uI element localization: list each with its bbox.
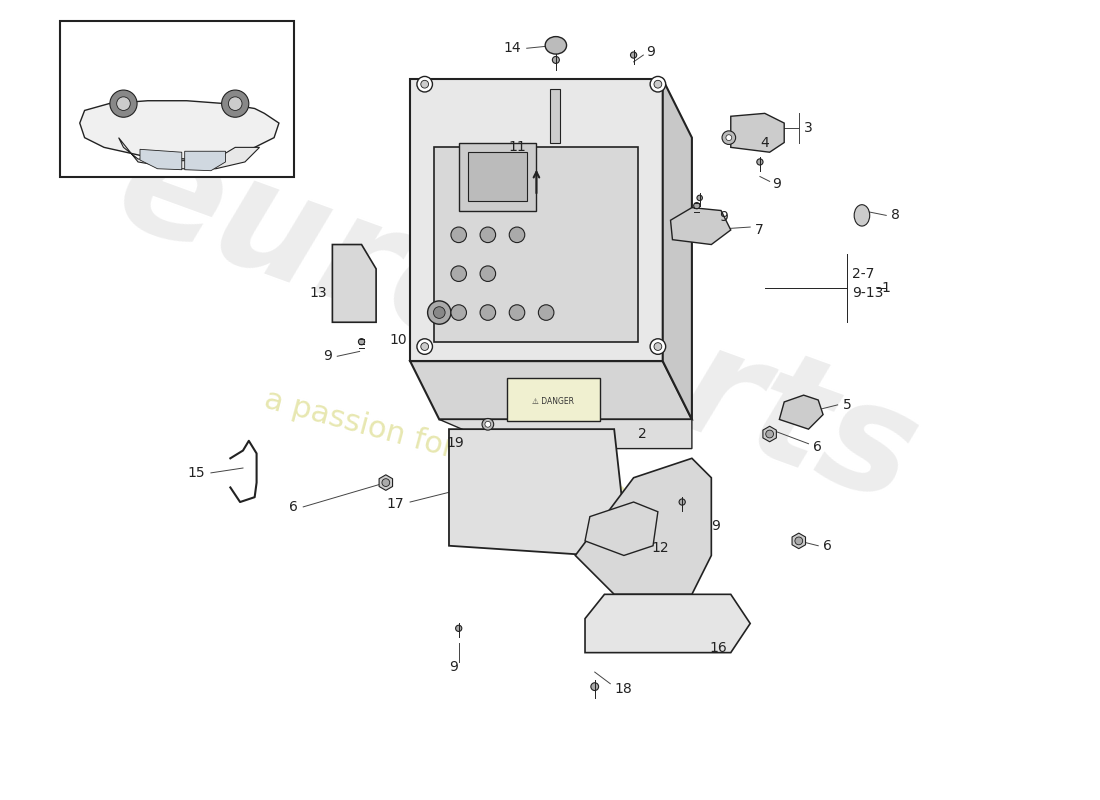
Circle shape	[538, 305, 554, 320]
Circle shape	[757, 159, 763, 165]
Polygon shape	[439, 419, 692, 449]
Text: 9: 9	[450, 660, 459, 674]
Circle shape	[480, 227, 496, 242]
Polygon shape	[671, 208, 730, 245]
Circle shape	[650, 77, 666, 92]
Circle shape	[421, 342, 429, 350]
Text: 16: 16	[710, 641, 727, 654]
Text: 9: 9	[719, 210, 728, 224]
Text: euroParts: euroParts	[98, 109, 936, 535]
Bar	[469, 152, 527, 201]
Text: 14: 14	[504, 42, 521, 55]
Text: 18: 18	[614, 682, 631, 695]
Ellipse shape	[546, 37, 566, 54]
Polygon shape	[140, 150, 182, 170]
Bar	[434, 147, 638, 342]
Ellipse shape	[726, 134, 732, 141]
Polygon shape	[332, 245, 376, 322]
Circle shape	[480, 305, 496, 320]
Text: 9: 9	[322, 350, 331, 363]
Text: 6: 6	[288, 500, 297, 514]
Circle shape	[552, 57, 560, 63]
Polygon shape	[185, 151, 226, 170]
Text: 2: 2	[638, 427, 647, 441]
Text: 15: 15	[187, 466, 206, 480]
Circle shape	[591, 682, 598, 690]
Circle shape	[417, 338, 432, 354]
Circle shape	[509, 305, 525, 320]
Polygon shape	[585, 594, 750, 653]
Circle shape	[482, 418, 494, 430]
Text: a passion for parts since 1985: a passion for parts since 1985	[262, 385, 714, 532]
Polygon shape	[410, 79, 663, 361]
Bar	[459, 142, 537, 210]
Bar	[507, 378, 600, 422]
Text: 4: 4	[760, 135, 769, 150]
Circle shape	[229, 97, 242, 110]
Ellipse shape	[428, 301, 451, 324]
Text: 19: 19	[446, 436, 464, 450]
Polygon shape	[585, 502, 658, 555]
Circle shape	[650, 338, 666, 354]
Circle shape	[359, 338, 364, 345]
Circle shape	[694, 202, 700, 209]
Ellipse shape	[433, 306, 446, 318]
Text: 7: 7	[755, 223, 763, 237]
Text: 9-13: 9-13	[852, 286, 883, 300]
Polygon shape	[730, 114, 784, 152]
Circle shape	[480, 266, 496, 282]
Text: 13: 13	[309, 286, 327, 300]
Circle shape	[766, 430, 773, 438]
Ellipse shape	[722, 131, 736, 145]
Circle shape	[110, 90, 138, 118]
Bar	[550, 89, 560, 142]
Circle shape	[451, 227, 466, 242]
Text: 17: 17	[387, 497, 405, 511]
Text: 9: 9	[712, 519, 720, 534]
Polygon shape	[119, 138, 260, 169]
Text: 12: 12	[651, 541, 669, 554]
Circle shape	[795, 537, 803, 545]
Text: 5: 5	[843, 398, 851, 412]
Circle shape	[382, 478, 389, 486]
Circle shape	[679, 499, 685, 505]
Text: 9: 9	[646, 45, 656, 59]
Text: 6: 6	[823, 538, 832, 553]
Bar	[60, 21, 294, 177]
Circle shape	[509, 227, 525, 242]
Text: 9: 9	[772, 178, 781, 191]
Text: 3: 3	[804, 121, 813, 135]
Text: 1: 1	[881, 282, 890, 295]
Text: 2-7: 2-7	[852, 266, 874, 281]
Circle shape	[630, 52, 637, 58]
Text: 11: 11	[508, 140, 526, 154]
Text: ⚠ DANGER: ⚠ DANGER	[532, 398, 574, 406]
Circle shape	[654, 342, 662, 350]
Circle shape	[221, 90, 249, 118]
Circle shape	[451, 266, 466, 282]
Polygon shape	[575, 458, 712, 594]
Circle shape	[451, 305, 466, 320]
Circle shape	[654, 80, 662, 88]
Ellipse shape	[855, 205, 870, 226]
Text: 8: 8	[891, 208, 900, 222]
Polygon shape	[410, 361, 692, 419]
Circle shape	[421, 80, 429, 88]
Circle shape	[417, 77, 432, 92]
Circle shape	[455, 626, 462, 631]
Text: 10: 10	[389, 333, 407, 346]
Circle shape	[485, 422, 491, 427]
Polygon shape	[449, 429, 624, 555]
Polygon shape	[780, 395, 823, 429]
Polygon shape	[663, 79, 692, 419]
Text: 6: 6	[813, 440, 822, 454]
Circle shape	[117, 97, 130, 110]
Circle shape	[697, 195, 703, 201]
Polygon shape	[80, 101, 279, 159]
